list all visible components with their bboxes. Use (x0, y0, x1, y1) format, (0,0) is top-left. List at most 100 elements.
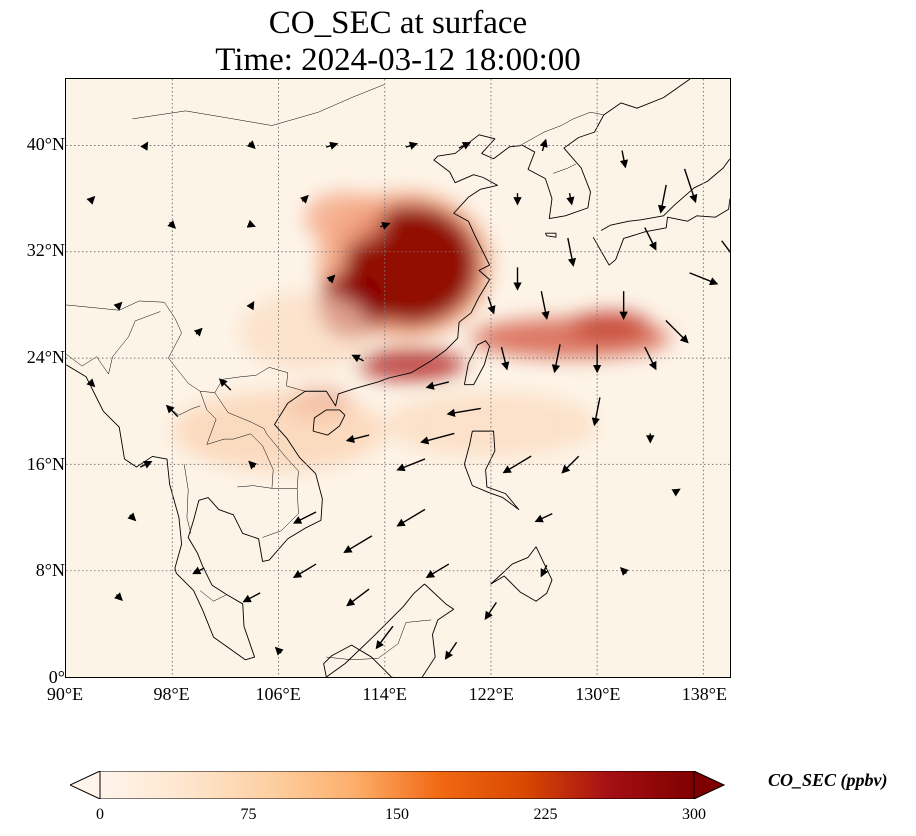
wind-arrow-51 (86, 378, 96, 388)
wind-arrow-14 (502, 455, 532, 474)
colorbar-tick-label: 300 (682, 806, 706, 823)
wind-arrow-44 (140, 141, 149, 151)
wind-arrow-58 (671, 488, 681, 497)
wind-arrow-33 (540, 291, 550, 320)
border-9 (66, 311, 161, 375)
border-4 (183, 464, 192, 534)
wind-arrow-3 (192, 566, 205, 575)
plot-title-line1: CO_SEC at surface (268, 5, 528, 41)
border-2 (214, 392, 299, 489)
wind-arrow-2 (127, 512, 137, 522)
border-7 (326, 619, 432, 661)
border-0 (164, 302, 306, 393)
wind-arrow-43 (246, 140, 256, 150)
wind-arrow-57 (619, 566, 629, 576)
colorbar-max-extend (693, 771, 725, 799)
wind-arrow-9 (396, 508, 426, 527)
wind-arrow-17 (446, 407, 481, 417)
wind-arrow-47 (246, 219, 256, 228)
wind-arrow-6 (292, 511, 317, 524)
wind-arrow-35 (487, 296, 496, 315)
wind-arrow-22 (551, 344, 561, 374)
wind-arrow-1 (218, 378, 232, 391)
lon-tick-label: 130°E (575, 684, 621, 704)
border-6 (200, 590, 227, 602)
wind-arrow-34 (500, 346, 510, 371)
wind-arrow-56 (540, 564, 549, 578)
co-plume-8 (384, 391, 598, 458)
wind-arrow-13 (484, 601, 497, 620)
lat-tick-label: 24°N (26, 347, 65, 367)
wind-arrow-30 (644, 227, 657, 251)
co-plume-3 (358, 348, 465, 381)
lon-tick-label: 114°E (362, 684, 407, 704)
plot-title-line2: Time: 2024-03-12 18:00:00 (215, 42, 581, 78)
wind-arrow-62 (326, 274, 336, 284)
border-5 (237, 485, 272, 489)
wind-arrow-25 (644, 346, 657, 371)
coastline-5 (323, 583, 455, 677)
wind-arrow-4 (242, 592, 261, 603)
wind-arrow-45 (86, 195, 96, 205)
lat-tick-label: 32°N (26, 240, 65, 261)
coastline-7 (600, 158, 730, 231)
wind-arrow-7 (343, 535, 373, 554)
wind-arrow-29 (683, 168, 698, 204)
lat-tick-label: 0° (48, 667, 65, 687)
wind-arrow-15 (534, 513, 553, 523)
wind-arrow-28 (721, 240, 730, 253)
wind-arrow-42 (325, 141, 339, 150)
wind-arrow-20 (561, 455, 580, 474)
border-11 (519, 111, 604, 146)
coastline-0 (66, 79, 691, 661)
wind-arrow-27 (689, 272, 719, 286)
colorbar-tick-label: 150 (385, 806, 409, 823)
map-panel (65, 78, 731, 678)
wind-arrow-31 (567, 237, 577, 267)
wind-arrow-16 (396, 458, 426, 472)
coastline-1 (463, 340, 491, 386)
wind-arrow-46 (167, 220, 177, 229)
border-1 (199, 391, 299, 538)
wind-arrow-18 (420, 432, 455, 445)
colorbar-tick-label: 0 (96, 806, 104, 823)
wind-arrow-26 (665, 319, 689, 344)
wind-arrow-64 (299, 194, 309, 204)
wind-arrow-0 (165, 404, 179, 418)
lat-tick-label: 40°N (26, 133, 65, 154)
wind-arrow-60 (351, 354, 364, 363)
wind-arrow-54 (248, 460, 258, 470)
wind-arrow-10 (375, 625, 394, 650)
wind-arrow-50 (113, 301, 123, 311)
border-10 (132, 84, 385, 126)
co-plume-10 (238, 291, 372, 372)
wind-arrow-21 (591, 397, 601, 427)
colorbar-min-extend (70, 771, 101, 799)
colorbar-tick-label: 225 (533, 806, 558, 823)
wind-arrow-49 (193, 327, 203, 337)
map-canvas (65, 78, 731, 678)
coastline-2 (312, 409, 346, 436)
coastline-3 (463, 430, 520, 511)
wind-arrow-61 (425, 381, 449, 390)
coastline-4 (490, 546, 553, 602)
lon-tick-label: 98°E (153, 684, 190, 704)
wind-arrow-48 (246, 300, 255, 311)
lon-tick-label: 138°E (681, 684, 727, 704)
coastline-8 (545, 232, 557, 238)
wind-arrow-19 (345, 434, 370, 443)
co-plume-6 (570, 311, 651, 339)
wind-arrow-41 (405, 141, 419, 150)
colorbar-tick-label: 75 (240, 806, 257, 823)
wind-arrow-12 (444, 641, 458, 660)
lat-tick-label: 8°N (35, 560, 65, 581)
colorbar-label: CO_SEC (ppbv) (768, 770, 888, 790)
wind-arrow-37 (619, 150, 629, 169)
lon-tick-label: 90°E (46, 684, 84, 704)
colorbar (70, 771, 725, 799)
lat-tick-label: 16°N (26, 453, 65, 474)
wind-arrow-55 (274, 646, 284, 656)
wind-arrow-5 (292, 563, 317, 578)
wind-arrow-36 (566, 192, 575, 206)
wind-arrow-53 (114, 592, 123, 602)
